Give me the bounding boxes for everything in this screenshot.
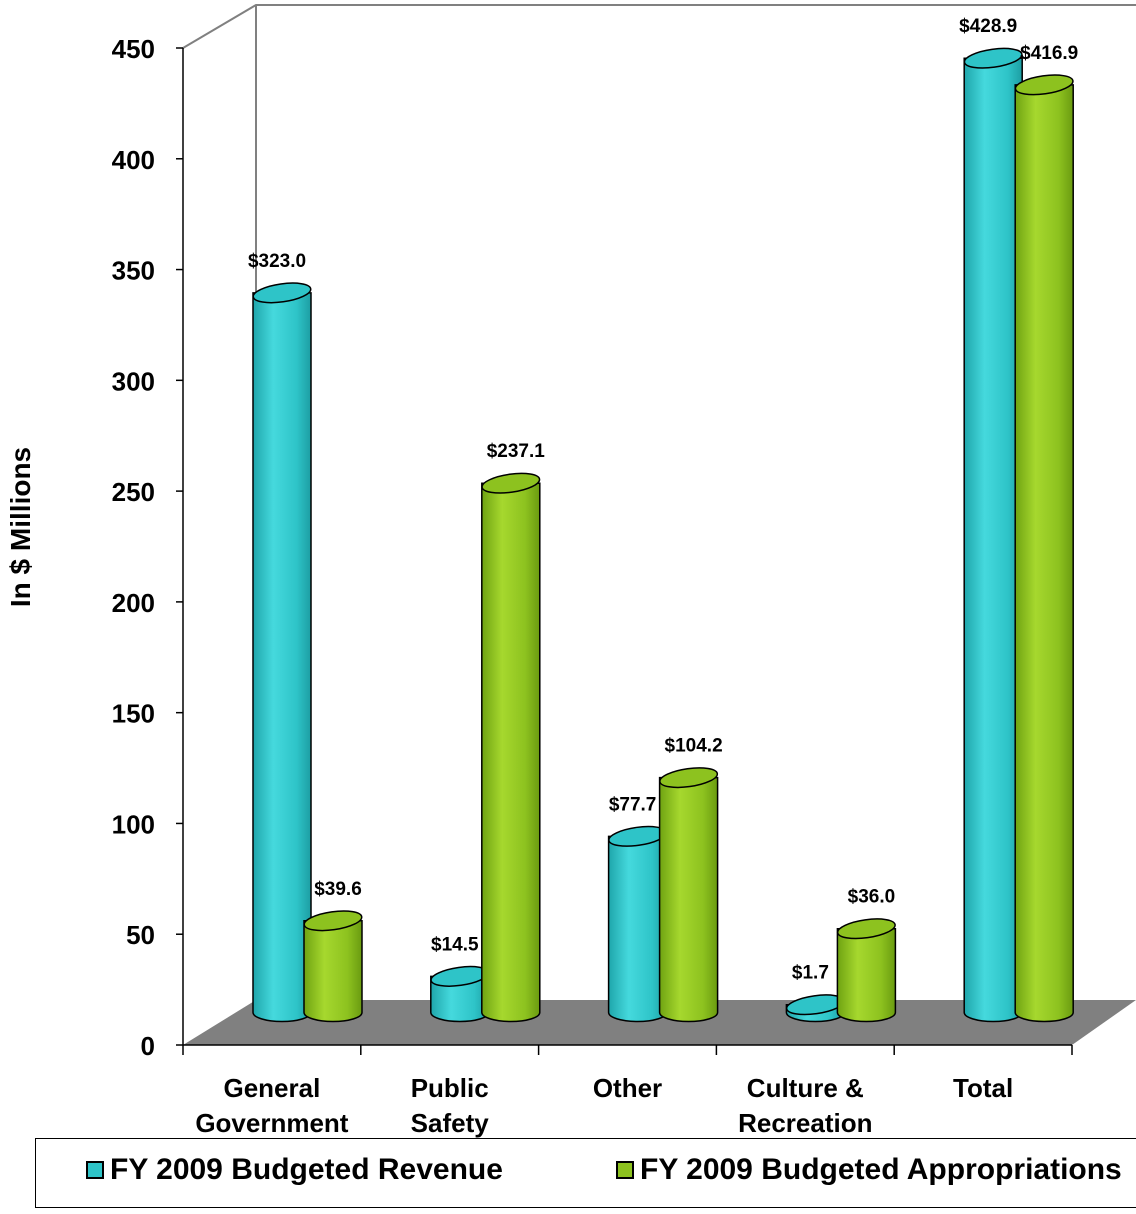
legend-label-revenue: FY 2009 Budgeted Revenue xyxy=(110,1153,503,1186)
y-tick-label: 400 xyxy=(112,145,155,175)
legend-item-appropriations: FY 2009 Budgeted Appropriations xyxy=(616,1153,1122,1187)
bar-appropriations xyxy=(658,776,719,1023)
y-tick-label: 350 xyxy=(112,256,155,286)
y-tick-label: 150 xyxy=(112,699,155,729)
x-tick-label: General xyxy=(223,1073,320,1103)
data-label-appropriations: $104.2 xyxy=(665,736,723,757)
bar-top xyxy=(836,918,896,940)
x-tick-label: Total xyxy=(953,1073,1013,1103)
bar-top xyxy=(252,282,312,304)
bar-top xyxy=(1014,74,1074,96)
bar-top xyxy=(303,910,363,932)
legend: FY 2009 Budgeted Revenue FY 2009 Budgete… xyxy=(35,1138,1136,1208)
bar-appropriations xyxy=(836,927,897,1023)
bar-appropriations xyxy=(303,920,363,1023)
bar-appropriations xyxy=(481,482,541,1023)
x-tick-label: Other xyxy=(593,1073,662,1103)
y-tick-label: 0 xyxy=(141,1031,155,1061)
y-axis: 0 50 100 150 200 250 300 350 400 450 xyxy=(112,34,184,1061)
legend-label-appropriations: FY 2009 Budgeted Appropriations xyxy=(640,1153,1122,1186)
legend-swatch-appropriations xyxy=(616,1161,634,1179)
bar-top xyxy=(659,767,719,789)
y-tick-label: 300 xyxy=(112,366,155,396)
y-tick-label: 250 xyxy=(112,477,155,507)
data-label-revenue: $428.9 xyxy=(959,16,1017,37)
bar-revenue xyxy=(607,835,668,1023)
data-label-revenue: $323.0 xyxy=(248,251,306,272)
data-labels: $323.0 $39.6 $14.5 $237.1 $77.7 $104.2 $1.7 $36… xyxy=(248,16,1078,983)
data-label-appropriations: $39.6 xyxy=(314,879,362,900)
data-label-appropriations: $237.1 xyxy=(487,441,546,462)
bar-top xyxy=(481,472,541,494)
x-tick-label: Culture & xyxy=(747,1073,864,1103)
y-tick-label: 450 xyxy=(112,34,155,64)
x-tick-label: Recreation xyxy=(738,1108,872,1138)
y-tick-label: 100 xyxy=(112,809,155,839)
bars xyxy=(252,47,1074,1023)
legend-item-revenue: FY 2009 Budgeted Revenue xyxy=(86,1153,503,1187)
y-axis-title: In $ Millions xyxy=(5,447,36,607)
bar-revenue xyxy=(963,57,1023,1023)
bar-revenue xyxy=(252,292,312,1023)
y-tick-label: 200 xyxy=(112,588,155,618)
bar-top xyxy=(963,47,1023,69)
y-tick-label: 50 xyxy=(126,920,155,950)
floor xyxy=(183,1000,1136,1045)
data-label-revenue: $77.7 xyxy=(609,794,657,815)
x-tick-label: Safety xyxy=(411,1108,490,1138)
x-tick-label: Government xyxy=(195,1108,348,1138)
data-label-revenue: $14.5 xyxy=(431,934,479,955)
x-axis: General Government Public Safety Other Cultur… xyxy=(182,1044,1073,1138)
bar-appropriations xyxy=(1014,84,1074,1023)
data-label-appropriations: $36.0 xyxy=(848,887,896,908)
data-label-appropriations: $416.9 xyxy=(1020,43,1078,64)
legend-swatch-revenue xyxy=(86,1161,104,1179)
x-tick-label: Public xyxy=(411,1073,489,1103)
data-label-revenue: $1.7 xyxy=(792,963,829,984)
